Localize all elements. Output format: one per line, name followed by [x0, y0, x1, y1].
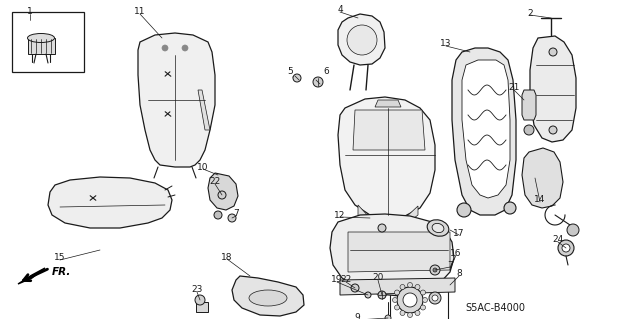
- Text: 17: 17: [453, 228, 465, 238]
- Bar: [12, 12, 84, 72]
- Circle shape: [365, 292, 371, 298]
- Circle shape: [432, 295, 438, 301]
- Text: 6: 6: [323, 68, 329, 77]
- Text: 1: 1: [27, 8, 33, 17]
- Text: 11: 11: [134, 8, 146, 17]
- Text: 18: 18: [221, 253, 233, 262]
- Text: 21: 21: [508, 84, 520, 93]
- Polygon shape: [48, 177, 172, 228]
- Text: FR.: FR.: [52, 267, 72, 277]
- Polygon shape: [338, 97, 435, 218]
- Ellipse shape: [249, 290, 287, 306]
- Circle shape: [218, 191, 226, 199]
- Circle shape: [385, 315, 391, 319]
- Text: 15: 15: [54, 254, 66, 263]
- Circle shape: [403, 293, 417, 307]
- Text: 13: 13: [440, 40, 452, 48]
- Text: 23: 23: [191, 286, 203, 294]
- Ellipse shape: [427, 220, 449, 236]
- Polygon shape: [196, 302, 208, 312]
- Text: 22: 22: [340, 276, 351, 285]
- Polygon shape: [338, 14, 385, 65]
- Circle shape: [400, 285, 405, 290]
- Circle shape: [430, 265, 440, 275]
- Circle shape: [392, 298, 397, 302]
- Circle shape: [214, 211, 222, 219]
- Polygon shape: [462, 60, 510, 198]
- Circle shape: [228, 214, 236, 222]
- Circle shape: [433, 268, 437, 272]
- Circle shape: [549, 48, 557, 56]
- Circle shape: [195, 295, 205, 305]
- Polygon shape: [28, 38, 55, 54]
- Polygon shape: [530, 36, 576, 142]
- Text: 4: 4: [337, 5, 343, 14]
- Circle shape: [182, 45, 188, 51]
- Circle shape: [408, 313, 413, 317]
- Circle shape: [313, 77, 323, 87]
- Polygon shape: [358, 205, 418, 227]
- Circle shape: [558, 240, 574, 256]
- Ellipse shape: [347, 25, 377, 55]
- Text: 10: 10: [197, 162, 209, 172]
- Text: 7: 7: [447, 261, 453, 270]
- Circle shape: [408, 283, 413, 287]
- Polygon shape: [353, 110, 425, 150]
- Polygon shape: [208, 173, 238, 210]
- Polygon shape: [452, 48, 516, 215]
- Circle shape: [524, 125, 534, 135]
- Text: 7: 7: [233, 210, 239, 219]
- Text: 19: 19: [332, 276, 343, 285]
- Circle shape: [420, 305, 426, 310]
- Text: 22: 22: [209, 177, 221, 187]
- Ellipse shape: [432, 223, 444, 233]
- Circle shape: [397, 287, 423, 313]
- Bar: [390, 280, 448, 319]
- Polygon shape: [138, 33, 215, 167]
- Circle shape: [415, 285, 420, 290]
- Circle shape: [400, 310, 405, 315]
- Polygon shape: [348, 232, 450, 272]
- Polygon shape: [522, 148, 563, 208]
- Polygon shape: [522, 90, 536, 120]
- Circle shape: [378, 291, 386, 299]
- Circle shape: [422, 298, 428, 302]
- Circle shape: [562, 244, 570, 252]
- Circle shape: [378, 224, 386, 232]
- Ellipse shape: [28, 33, 54, 42]
- Circle shape: [293, 74, 301, 82]
- Polygon shape: [330, 214, 454, 296]
- Polygon shape: [232, 276, 304, 316]
- Circle shape: [351, 284, 359, 292]
- Circle shape: [567, 224, 579, 236]
- Circle shape: [420, 290, 426, 295]
- Circle shape: [429, 292, 441, 304]
- Circle shape: [394, 305, 399, 310]
- Text: 12: 12: [334, 211, 346, 219]
- Text: 14: 14: [534, 196, 546, 204]
- Circle shape: [394, 290, 399, 295]
- Polygon shape: [375, 100, 401, 107]
- Polygon shape: [18, 268, 45, 284]
- Circle shape: [457, 203, 471, 217]
- Text: 5: 5: [287, 68, 293, 77]
- Text: 20: 20: [372, 273, 384, 283]
- Text: S5AC-B4000: S5AC-B4000: [465, 303, 525, 313]
- Polygon shape: [340, 278, 455, 295]
- Circle shape: [549, 126, 557, 134]
- Text: 8: 8: [456, 270, 462, 278]
- Circle shape: [504, 202, 516, 214]
- Polygon shape: [198, 90, 210, 130]
- Text: 16: 16: [451, 249, 461, 257]
- Text: 2: 2: [527, 9, 533, 18]
- Text: 9: 9: [354, 314, 360, 319]
- Text: 24: 24: [552, 235, 564, 244]
- Circle shape: [162, 45, 168, 51]
- Circle shape: [415, 310, 420, 315]
